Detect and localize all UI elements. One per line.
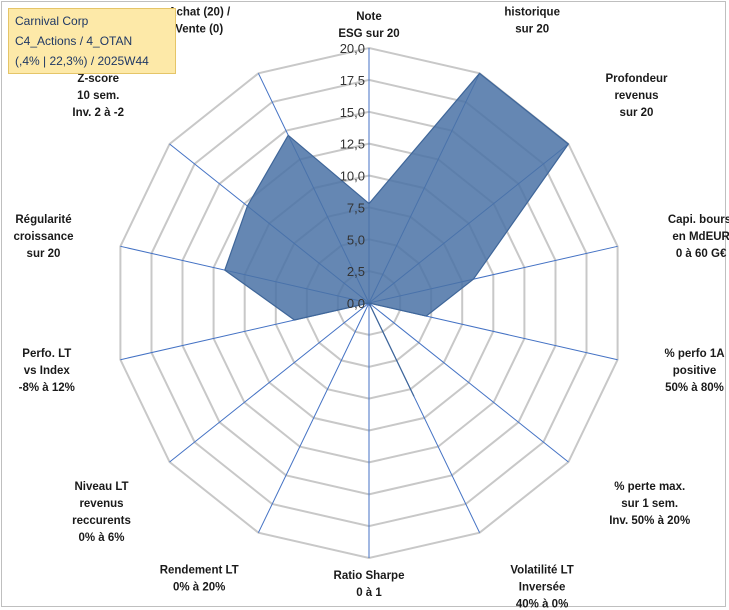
axis-label-0-line-0: Note [356,11,382,23]
axis-label-10-line-0: Perfo. LT [22,348,71,360]
axis-label-3-line-0: Capi. bours. [668,214,729,226]
axis-label-11-line-1: croissance [13,231,73,243]
axis-label-0-line-1: ESG sur 20 [338,28,399,40]
axis-label-7-line-0: Ratio Sharpe [334,570,405,582]
axis-label-4-line-1: positive [673,365,716,377]
spoke-5 [368,302,569,463]
axis-label-12-line-2: Inv. 2 à -2 [72,107,124,119]
radar-series [224,72,570,397]
chart-subtitle-portfolio: C4_Actions / 4_OTAN [15,34,133,48]
axis-label-0: Note ESG sur 20 [338,11,399,40]
axis-label-8-line-0: Rendement LT [160,564,239,576]
axis-label-10-line-1: vs Index [24,365,71,377]
axis-label-2-line-0: Profondeur [606,73,668,85]
axis-label-8-line-1: 0% à 20% [173,581,225,593]
axis-label-1-line-0: Profondeur [501,0,563,2]
axis-label-11-line-0: Régularité [15,214,71,226]
axis-label-1-line-1: historique [504,7,560,19]
chart-title: Carnival Corp [15,14,89,28]
spoke-9 [169,302,370,463]
axis-label-2: Profondeur revenus sur 20 [606,73,668,119]
tick-label-1: 2,5 [347,264,365,279]
series-area [224,72,570,397]
axis-label-9-line-3: 0% à 6% [78,532,124,544]
axis-label-11: Régularité croissance sur 20 [13,214,73,260]
axis-label-3-line-1: en MdEUR [672,231,729,243]
axis-label-3-line-2: 0 à 60 G€ [676,248,727,260]
tick-label-6: 15,0 [340,105,365,120]
axis-label-12-line-0: Z-score [77,73,119,85]
tick-label-4: 10,0 [340,169,365,184]
axis-label-5-line-0: % perte max. [614,481,685,493]
axis-label-13-line-1: Achat (20) / [168,7,231,19]
axis-label-7-line-1: 0 à 1 [356,587,382,599]
tick-label-8: 20,0 [340,41,365,56]
axis-label-10-line-2: -8% à 12% [19,382,75,394]
radar-tick-labels: 0,0 2,5 5,0 7,5 10,0 12,5 15,0 17,5 20,0 [340,41,365,311]
axis-label-3: Capi. bours. en MdEUR 0 à 60 G€ [668,214,729,260]
axis-label-5-line-1: sur 1 sem. [621,498,678,510]
axis-label-13-line-0: Momentum [169,0,230,2]
axis-label-5-line-2: Inv. 50% à 20% [609,515,690,527]
axis-label-9: Niveau LT revenus reccurents 0% à 6% [72,481,131,544]
axis-label-6-line-2: 40% à 0% [516,598,568,610]
axis-label-5: % perte max. sur 1 sem. Inv. 50% à 20% [609,481,690,527]
axis-label-13: Momentum Achat (20) / Vente (0) [168,0,231,36]
axis-label-8: Rendement LT 0% à 20% [160,564,239,593]
axis-label-4: % perfo 1A positive 50% à 80% [664,348,724,394]
axis-label-4-line-0: % perfo 1A [664,348,724,360]
axis-label-6-line-0: Volatilité LT [510,564,573,576]
chart-title-box: Carnival Corp C4_Actions / 4_OTAN (,4% |… [8,8,176,74]
axis-label-9-line-1: revenus [79,498,123,510]
axis-label-1-line-2: sur 20 [515,24,549,36]
axis-label-4-line-2: 50% à 80% [665,382,724,394]
tick-label-2: 5,0 [347,232,365,247]
axis-label-12-line-1: 10 sem. [77,90,119,102]
axis-label-10: Perfo. LT vs Index -8% à 12% [19,348,75,394]
axis-label-6-line-1: Inversée [519,581,566,593]
axis-label-13-line-2: Vente (0) [175,24,223,36]
radar-axis-labels: Note ESG sur 20 Profondeur historique sur 20… [13,0,729,610]
tick-label-5: 12,5 [340,137,365,152]
axis-label-7: Ratio Sharpe 0 à 1 [334,570,405,599]
tick-label-0: 0,0 [347,296,365,311]
tick-label-3: 7,5 [347,200,365,215]
axis-label-6: Volatilité LT Inversée 40% à 0% [510,564,573,610]
axis-label-9-line-0: Niveau LT [74,481,128,493]
tick-label-7: 17,5 [340,73,365,88]
spoke-8 [257,302,370,533]
axis-label-12: Z-score 10 sem. Inv. 2 à -2 [72,73,124,119]
axis-label-2-line-1: revenus [614,90,658,102]
chart-subtitle-stats: (,4% | 22,3%) / 2025W44 [15,54,149,68]
axis-label-1: Profondeur historique sur 20 [501,0,563,36]
axis-label-11-line-2: sur 20 [27,248,61,260]
axis-label-2-line-2: sur 20 [620,107,654,119]
axis-label-9-line-2: reccurents [72,515,131,527]
